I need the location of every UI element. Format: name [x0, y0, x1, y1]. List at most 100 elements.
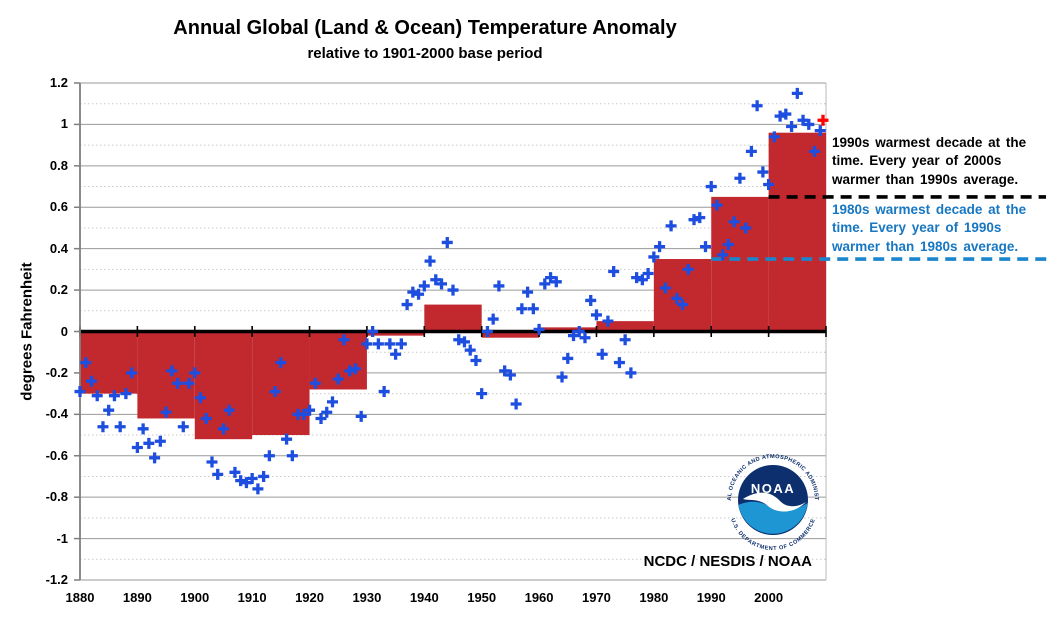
annual-marker-1919 — [298, 408, 310, 420]
annual-marker-1959 — [527, 303, 539, 315]
annual-marker-1932 — [372, 338, 384, 350]
decade-bar-1900s — [194, 331, 253, 440]
annual-marker-1926 — [338, 334, 350, 346]
annual-marker-1880 — [74, 386, 86, 398]
annual-marker-1888 — [120, 388, 132, 400]
annual-marker-1960 — [533, 323, 545, 335]
annual-marker-1978 — [636, 274, 648, 286]
annual-marker-1976 — [625, 367, 637, 379]
y-tick-label: 0 — [60, 323, 68, 339]
annual-marker-1989 — [699, 241, 711, 253]
x-tick-label: 1900 — [180, 590, 210, 605]
annual-marker-1980 — [648, 251, 660, 263]
annual-marker-1971 — [596, 348, 608, 360]
annual-marker-1955 — [504, 369, 516, 381]
decade-bar-1930s — [366, 331, 425, 336]
annual-marker-1882 — [85, 375, 97, 387]
annual-marker-1940 — [418, 280, 430, 292]
annual-marker-1934 — [384, 338, 396, 350]
noaa-logo: NOAA NATIONAL OCEANIC AND ATMOSPHERIC AD… — [727, 454, 819, 552]
y-tick-label: -0.2 — [45, 364, 68, 380]
annual-marker-1981 — [654, 241, 666, 253]
annual-marker-1886 — [108, 390, 120, 402]
annual-marker-1945 — [447, 284, 459, 296]
annual-marker-1964 — [556, 371, 568, 383]
annual-marker-1907 — [229, 466, 241, 478]
annual-marker-2007 — [803, 118, 815, 130]
annual-marker-1883 — [91, 390, 103, 402]
annual-marker-1927 — [344, 365, 356, 377]
annual-marker-1967 — [573, 326, 585, 337]
annual-marker-1904 — [212, 468, 224, 480]
annotation-1980s-note: 1980s warmest decade at the time. Every … — [832, 202, 1027, 254]
annual-marker-1930 — [361, 338, 373, 350]
x-tick-label: 1920 — [295, 590, 324, 605]
annual-marker-1928 — [349, 363, 361, 375]
annual-marker-1884 — [97, 421, 109, 433]
x-tick-label: 1960 — [524, 590, 554, 605]
annual-marker-1991 — [711, 199, 723, 211]
decade-bar-1960s — [539, 327, 597, 332]
noaa-seal-bird-icon — [743, 492, 806, 512]
annual-marker-1985 — [677, 299, 689, 311]
annual-marker-1902 — [200, 412, 212, 424]
annual-marker-1924 — [326, 396, 338, 408]
annual-marker-1944 — [441, 236, 453, 248]
annual-marker-1898 — [177, 421, 189, 433]
annual-marker-1992 — [717, 249, 729, 261]
x-tick-label: 1950 — [467, 590, 497, 605]
annual-marker-1977 — [631, 272, 643, 284]
annual-marker-1962 — [545, 272, 557, 284]
annual-marker-1994 — [728, 216, 740, 228]
annual-marker-1948 — [464, 344, 476, 356]
annual-marker-1881 — [80, 357, 92, 369]
annual-marker-1914 — [269, 386, 281, 398]
noaa-seal-lower-half — [738, 501, 808, 534]
annual-marker-2004 — [786, 120, 798, 132]
annual-marker-1958 — [522, 286, 534, 298]
annual-marker-1997 — [745, 145, 757, 157]
y-tick-label: -1.2 — [45, 572, 68, 587]
annual-marker-1895 — [160, 406, 172, 418]
y-tick-label: -0.4 — [45, 406, 68, 422]
annual-marker-1916 — [281, 433, 293, 445]
annual-marker-1950 — [476, 388, 488, 400]
y-tick-label: 1.2 — [49, 75, 68, 90]
annual-marker-1897 — [172, 377, 184, 389]
annual-marker-1975 — [619, 334, 631, 346]
x-tick-label: 1940 — [409, 590, 439, 605]
annual-marker-2000 — [763, 178, 775, 190]
annual-marker-2003 — [780, 108, 792, 120]
annual-marker-1972 — [602, 315, 614, 327]
x-tick-label: 1970 — [581, 590, 611, 605]
y-tick-label: -0.6 — [45, 447, 68, 463]
annual-marker-1911 — [252, 483, 264, 495]
annual-marker-2005 — [791, 87, 803, 99]
annual-marker-1901 — [195, 392, 207, 404]
annual-marker-1908 — [235, 475, 247, 487]
annual-marker-1993 — [722, 239, 734, 251]
annual-marker-1900 — [189, 367, 201, 379]
y-tick-label: -0.8 — [45, 489, 68, 505]
y-tick-label: 0.2 — [49, 282, 68, 298]
annual-marker-1956 — [510, 398, 522, 410]
annual-marker-1961 — [539, 278, 551, 290]
marker-2010-red-plus — [817, 114, 829, 126]
annual-marker-1941 — [424, 255, 436, 267]
annual-marker-1953 — [493, 280, 505, 292]
annual-marker-1970 — [590, 309, 602, 321]
annual-marker-1912 — [258, 470, 270, 482]
annual-marker-1885 — [103, 404, 115, 416]
source-credit: NCDC / NESDIS / NOAA — [643, 553, 812, 570]
annual-marker-1979 — [642, 268, 654, 280]
annual-marker-1949 — [470, 354, 482, 366]
annual-marker-1889 — [126, 367, 138, 379]
annual-marker-1938 — [407, 286, 419, 298]
annual-marker-1954 — [499, 365, 511, 377]
annual-marker-1986 — [682, 263, 694, 275]
annual-marker-1983 — [665, 220, 677, 232]
annual-marker-1939 — [413, 288, 425, 300]
annual-marker-1995 — [734, 172, 746, 184]
annual-marker-1913 — [263, 450, 275, 462]
